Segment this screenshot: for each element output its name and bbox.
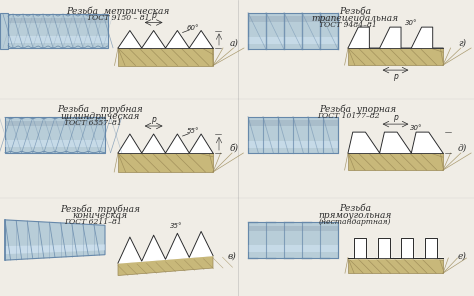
Text: Резьба: Резьба — [339, 204, 371, 213]
Text: Резьба  упорная: Резьба упорная — [319, 105, 397, 115]
FancyBboxPatch shape — [5, 117, 105, 153]
Text: Резьба    трубная: Резьба трубная — [57, 105, 143, 115]
Text: а): а) — [230, 39, 239, 48]
Text: б): б) — [230, 144, 239, 153]
Text: ГОСТ 10177–82: ГОСТ 10177–82 — [317, 112, 379, 120]
Text: ГОСТ 9150 – 81: ГОСТ 9150 – 81 — [87, 14, 149, 22]
Polygon shape — [118, 231, 213, 263]
Bar — [248, 141, 338, 148]
Text: ГОСТ 6357–81: ГОСТ 6357–81 — [64, 119, 122, 127]
Bar — [248, 16, 338, 22]
Text: ГОСТ 9484–81: ГОСТ 9484–81 — [319, 21, 377, 29]
Polygon shape — [118, 255, 213, 276]
Polygon shape — [348, 238, 443, 258]
Bar — [5, 121, 105, 126]
Bar — [348, 153, 443, 170]
Bar — [248, 36, 338, 44]
Polygon shape — [118, 30, 213, 48]
Text: 30°: 30° — [410, 125, 422, 131]
Text: трапецеидальная: трапецеидальная — [311, 14, 399, 23]
Bar — [348, 258, 443, 273]
Text: цилиндрическая: цилиндрическая — [60, 112, 140, 121]
Bar — [248, 120, 338, 126]
FancyBboxPatch shape — [248, 117, 338, 154]
Text: (нестандартная): (нестандартная) — [319, 218, 391, 226]
Text: 60°: 60° — [186, 25, 199, 30]
Text: Резьба  метрическая: Резьба метрическая — [66, 7, 170, 17]
Text: е): е) — [458, 252, 467, 261]
Text: в): в) — [228, 252, 237, 261]
Bar — [118, 48, 213, 65]
Text: прямоугольная: прямоугольная — [319, 211, 392, 220]
Text: p: p — [393, 72, 398, 81]
Text: p: p — [151, 115, 156, 124]
Text: 35°: 35° — [170, 223, 183, 229]
Text: д): д) — [458, 144, 467, 153]
Polygon shape — [348, 132, 443, 153]
Bar — [248, 245, 338, 252]
FancyBboxPatch shape — [248, 13, 338, 49]
Polygon shape — [5, 220, 105, 260]
Bar — [118, 153, 213, 172]
Text: г): г) — [458, 39, 466, 48]
Polygon shape — [118, 134, 213, 153]
Polygon shape — [5, 244, 105, 254]
Text: p: p — [151, 12, 156, 20]
Text: p: p — [393, 113, 398, 122]
Text: коническая: коническая — [73, 211, 128, 220]
Text: 30°: 30° — [405, 20, 418, 26]
Text: 55°: 55° — [186, 128, 199, 134]
Bar — [5, 140, 105, 147]
FancyBboxPatch shape — [248, 222, 338, 258]
Bar — [8, 17, 108, 22]
Text: ГОСТ 6211–81: ГОСТ 6211–81 — [64, 218, 122, 226]
Bar — [0, 12, 8, 49]
Polygon shape — [348, 27, 443, 48]
Bar — [348, 48, 443, 65]
Text: Резьба: Резьба — [339, 7, 371, 16]
Bar — [8, 36, 108, 43]
Bar — [248, 226, 338, 231]
FancyBboxPatch shape — [8, 14, 108, 48]
Text: Резьба  трубная: Резьба трубная — [60, 204, 140, 213]
